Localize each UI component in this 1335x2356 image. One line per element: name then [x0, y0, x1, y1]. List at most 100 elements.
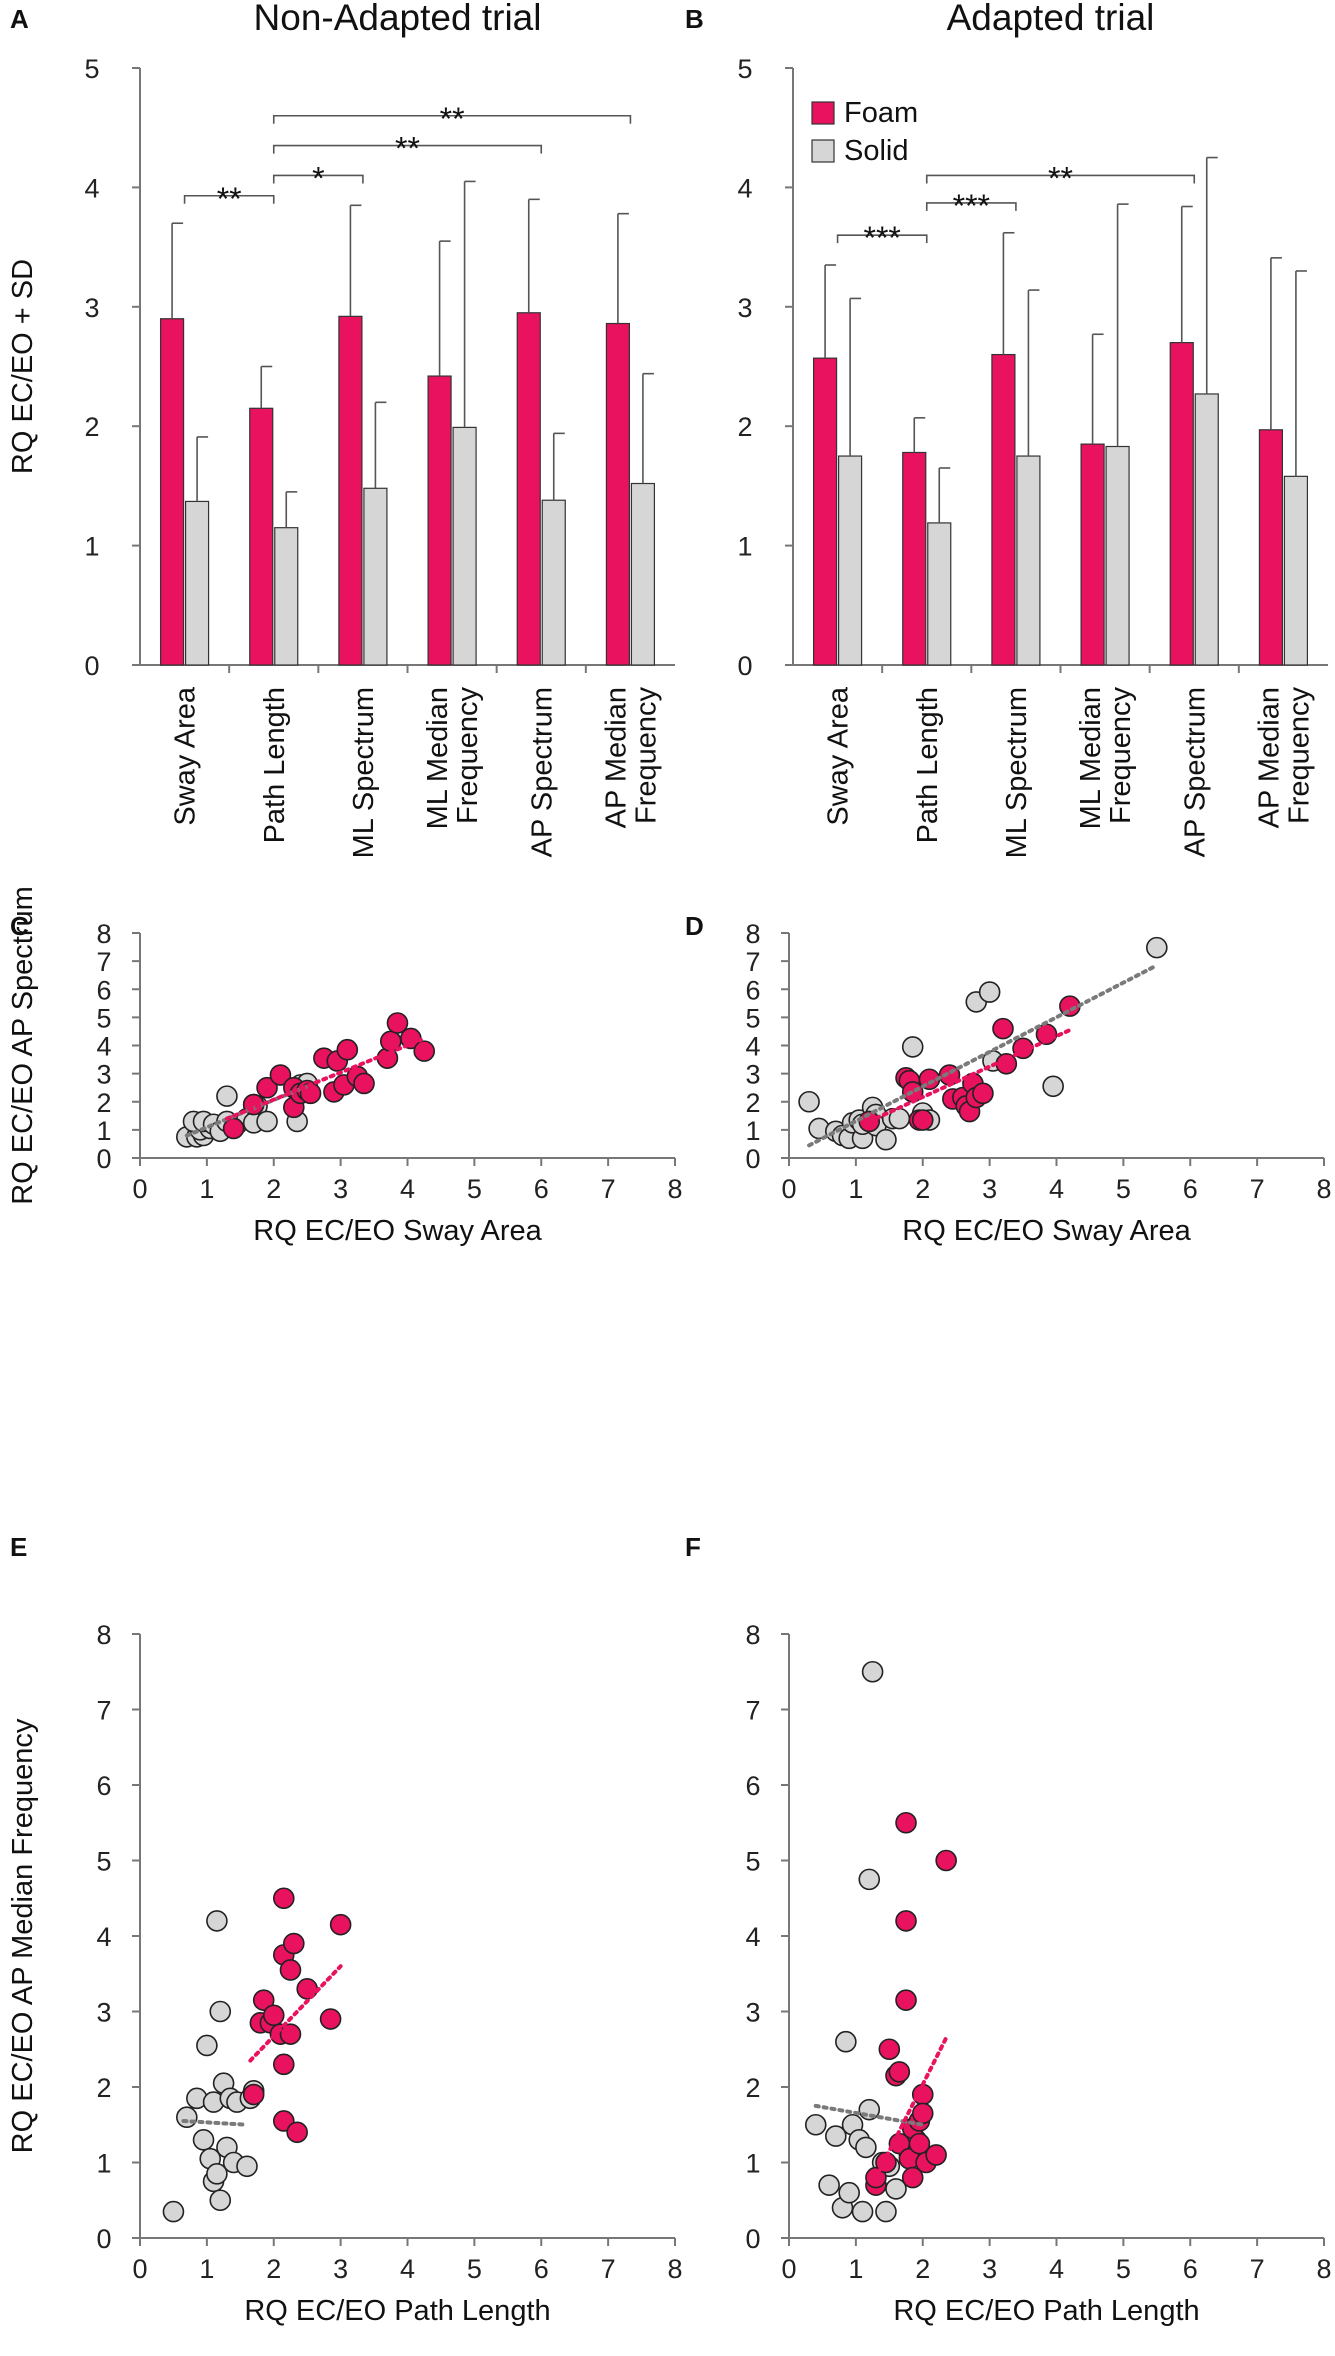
- foam-trendline: [873, 2035, 949, 2180]
- category-label: ML Spectrum: [1001, 687, 1033, 858]
- solid-trendline: [807, 963, 1159, 1148]
- x-tick-label: 0: [781, 2254, 796, 2284]
- y-tick-label: 8: [96, 919, 111, 949]
- y-tick-label: 6: [745, 975, 760, 1005]
- x-tick-label: 3: [333, 1174, 348, 1204]
- x-tick-label: 7: [601, 1174, 616, 1204]
- foam-point: [269, 1064, 292, 1086]
- solid-point: [216, 1085, 238, 1107]
- solid-point: [818, 2174, 840, 2196]
- panel-letter: B: [685, 4, 704, 34]
- foam-point: [279, 1959, 302, 1981]
- y-tick-label: 2: [745, 1088, 760, 1118]
- solid-bar: [274, 527, 299, 666]
- x-tick-label: 6: [534, 2254, 549, 2284]
- y-tick-label: 3: [745, 1998, 760, 2028]
- x-tick-label: 8: [1316, 1174, 1331, 1204]
- y-tick-label: 5: [737, 54, 752, 84]
- significance-bracket: [272, 174, 364, 184]
- panel-letter: F: [685, 1532, 701, 1562]
- category-label: Path Length: [259, 687, 291, 843]
- y-tick-label: 6: [96, 1771, 111, 1801]
- x-axis-label: RQ EC/EO Path Length: [893, 2295, 1199, 2327]
- y-tick-label: 5: [84, 54, 99, 84]
- x-tick-label: 2: [266, 1174, 281, 1204]
- x-tick-label: 0: [132, 2254, 147, 2284]
- category-label: Path Length: [912, 687, 944, 843]
- y-tick-label: 3: [737, 293, 752, 323]
- solid-bar: [1283, 475, 1309, 666]
- panel-e: E 00 1 1 2 2 3 3 4 4 5 5 6 6 7 7 8 8 RQ EC/EO Path Length R…: [7, 1532, 683, 2327]
- foam-point: [901, 2166, 924, 2189]
- foam-bar: [1169, 342, 1194, 666]
- y-tick-label: 3: [96, 1060, 111, 1090]
- solid-point: [256, 1110, 278, 1133]
- foam-point: [272, 1887, 295, 1910]
- y-tick-label: 5: [745, 1847, 760, 1877]
- chart-title: Adapted trial: [947, 0, 1155, 38]
- y-tick-label: 2: [745, 2073, 760, 2103]
- solid-point: [861, 1660, 884, 1683]
- foam-point: [888, 2061, 911, 2083]
- legend-solid-swatch: [811, 139, 835, 163]
- y-tick-label: 5: [745, 1003, 760, 1033]
- x-tick-label: 5: [467, 1174, 482, 1204]
- foam-point: [972, 1082, 994, 1105]
- y-tick-label: 8: [745, 919, 760, 949]
- x-tick-label: 5: [467, 2254, 482, 2284]
- foam-point: [262, 2004, 285, 2027]
- y-tick-label: 0: [745, 2224, 760, 2254]
- solid-bar: [630, 482, 656, 666]
- x-tick-label: 6: [1183, 2254, 1198, 2284]
- category-label: ML Spectrum: [348, 687, 380, 858]
- y-tick-label: 0: [96, 2224, 111, 2254]
- significance-bracket: [836, 234, 928, 244]
- foam-point: [925, 2144, 947, 2166]
- foam-trendline: [224, 1037, 423, 1121]
- foam-point: [935, 1849, 957, 1872]
- solid-bar: [927, 522, 952, 666]
- foam-point: [413, 1040, 436, 1062]
- significance-label: ***: [953, 188, 990, 224]
- x-tick-label: 4: [400, 2254, 415, 2284]
- x-tick-label: 8: [667, 2254, 682, 2284]
- y-tick-label: 8: [745, 1620, 760, 1650]
- foam-point: [895, 1989, 917, 2011]
- panel-letter: E: [10, 1532, 27, 1562]
- y-tick-label: 1: [745, 2149, 760, 2179]
- foam-point: [386, 1012, 409, 1034]
- significance-bracket: [183, 194, 275, 204]
- panel-a: A Non-Adapted trial 0 1 2 3 4 5 RQ EC/EO + SD Swa…: [7, 0, 675, 858]
- foam-point: [272, 2053, 295, 2076]
- solid-point: [835, 2030, 857, 2053]
- solid-point: [858, 1868, 881, 1891]
- foam-bar: [249, 407, 274, 666]
- y-tick-label: 3: [745, 1060, 760, 1090]
- solid-point: [206, 1910, 228, 1932]
- category-label: ML MedianFrequency: [1075, 687, 1137, 830]
- category-label: Sway Area: [170, 686, 202, 825]
- y-axis-label: RQ EC/EO + SD: [7, 259, 39, 474]
- y-tick-label: 3: [96, 1998, 111, 2028]
- y-tick-label: 7: [96, 947, 111, 977]
- foam-point: [353, 1072, 375, 1095]
- y-tick-label: 7: [96, 1696, 111, 1726]
- significance-label: **: [217, 181, 242, 217]
- solid-bar: [1105, 445, 1130, 666]
- solid-point: [1146, 936, 1168, 959]
- y-tick-label: 2: [84, 412, 99, 442]
- x-tick-label: 0: [132, 1174, 147, 1204]
- solid-bar: [837, 455, 863, 666]
- x-tick-label: 8: [667, 1174, 682, 1204]
- x-tick-label: 4: [1049, 1174, 1064, 1204]
- category-label: ML MedianFrequency: [422, 687, 484, 830]
- solid-bar: [184, 500, 210, 666]
- y-tick-label: 6: [96, 975, 111, 1005]
- solid-bar: [1194, 393, 1219, 666]
- category-label: Sway Area: [823, 686, 855, 825]
- solid-point: [1042, 1075, 1064, 1098]
- foam-point: [319, 2008, 342, 2030]
- chart-title: Non-Adapted trial: [254, 0, 542, 38]
- foam-bar: [991, 353, 1016, 666]
